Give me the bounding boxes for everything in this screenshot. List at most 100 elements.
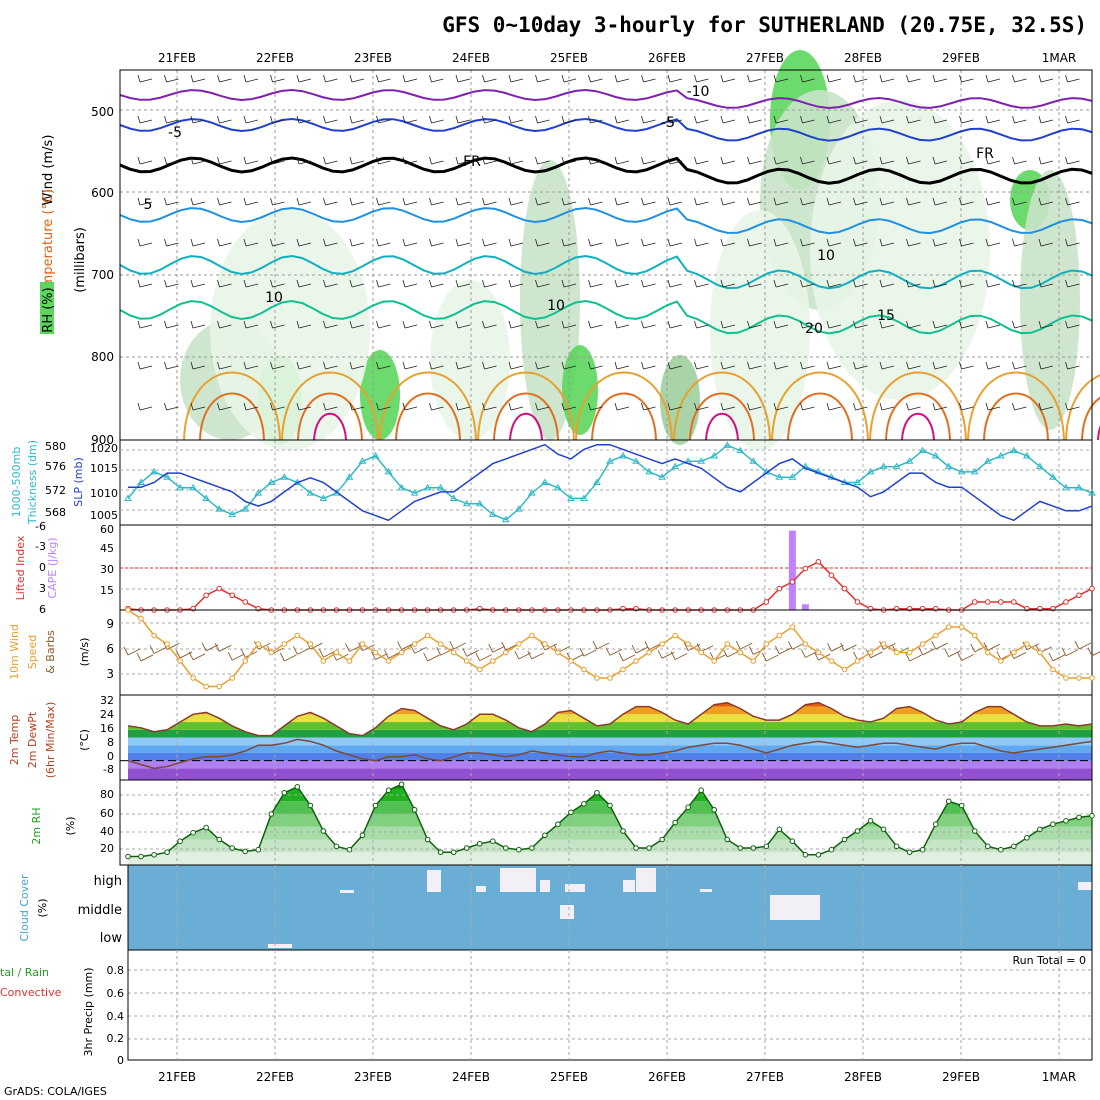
- upper-wind-barb: [1065, 320, 1080, 329]
- surface-wind-barb: [970, 643, 987, 653]
- upper-wind-barb: [614, 74, 630, 83]
- upper-wind-barb: [906, 197, 921, 206]
- thickness-series-point: [319, 494, 328, 501]
- upper-wind-barb: [985, 238, 1001, 247]
- upper-wind-barb: [853, 115, 868, 124]
- chart-title: GFS 0~10day 3-hourly for SUTHERLAND (20.…: [442, 13, 1087, 37]
- thickness-series-point: [241, 505, 250, 512]
- thickness-series-point: [853, 478, 862, 485]
- upper-wind-barb: [429, 361, 444, 370]
- temp-contour-30: [509, 412, 543, 441]
- upper-wind-barb: [164, 156, 179, 165]
- upper-wind-barb: [1038, 279, 1054, 288]
- upper-wind-barb: [747, 74, 762, 83]
- upper-wind-barb: [932, 197, 948, 206]
- upper-wind-barb: [190, 361, 206, 370]
- upper-wind-barb: [137, 74, 153, 83]
- rh-series-point: [1024, 835, 1030, 841]
- temp-contour-25: [395, 392, 461, 441]
- date-label-bottom: 1MAR: [1042, 1070, 1077, 1084]
- upper-wind-barb: [694, 238, 709, 247]
- upper-rh-label: RH (%): [41, 287, 56, 332]
- thickness-series-point: [1036, 462, 1044, 470]
- upper-wind-barb: [614, 361, 630, 370]
- cloud-level-label: low: [100, 931, 123, 946]
- rh-series-point: [255, 846, 262, 853]
- thickness-series-point: [436, 483, 445, 491]
- contour-label: 15: [877, 308, 895, 324]
- surface-wind-barb: [605, 647, 623, 656]
- upper-wind-barb: [932, 74, 948, 83]
- surface-wind-barb: [670, 651, 688, 660]
- upper-wind-barb: [985, 361, 1001, 370]
- upper-wind-barb: [137, 115, 153, 124]
- rh-series-point: [724, 836, 731, 843]
- surface-wind-barb: [449, 640, 466, 650]
- upper-wind-barb: [1012, 402, 1027, 411]
- upper-wind-barb: [508, 74, 524, 83]
- cloud-clear-patch: [700, 889, 712, 892]
- thick-label-a: 1000-500mb: [10, 447, 23, 518]
- thickness-series-point: [397, 483, 406, 491]
- thickness-series-point: [137, 478, 145, 485]
- temp-band: [128, 722, 1092, 730]
- lifted-index-series-point: [802, 565, 809, 572]
- upper-wind-barb: [720, 320, 736, 329]
- wind-speed-series-point: [359, 641, 366, 647]
- upper-wind-barb: [800, 197, 815, 206]
- thickness-series-point: [749, 457, 758, 464]
- lifted-index-series-point: [229, 592, 236, 599]
- wind-speed-series-point: [242, 658, 249, 664]
- thickness-series-point: [358, 457, 367, 464]
- lifted-index-series-point: [203, 592, 209, 599]
- wind-speed-series-point: [815, 649, 822, 656]
- cape-labels: Lifted Index CAPE (J/kg): [14, 535, 59, 600]
- upper-wind-barb: [641, 197, 656, 206]
- upper-wind-barb: [561, 279, 577, 288]
- rh-shade-region: [430, 280, 510, 440]
- wind-tick-label: 3: [106, 667, 114, 681]
- upper-wind-barb: [455, 361, 471, 370]
- temp-tick-label: 16: [100, 722, 114, 735]
- thickness-series-point: [202, 494, 211, 501]
- pressure-tick-label: 900: [91, 433, 114, 447]
- wind-speed-series-point: [294, 632, 301, 639]
- upper-wind-label: Wind (m/s): [41, 135, 56, 206]
- upper-wind-barb: [535, 115, 550, 124]
- upper-wind-barb: [376, 156, 391, 165]
- upper-wind-barb: [588, 74, 603, 83]
- upper-wind-barb: [482, 197, 497, 206]
- rh-series-point: [1089, 812, 1095, 819]
- upper-wind-barb: [1038, 115, 1054, 124]
- upper-wind-barb: [243, 402, 259, 411]
- upper-wind-barb: [720, 361, 736, 370]
- rh-series-point: [958, 802, 965, 809]
- upper-wind-barb: [349, 115, 365, 124]
- temp-label-b: 2m DewPt: [26, 711, 39, 768]
- upper-wind-barb: [482, 74, 497, 83]
- contour-label: 20: [805, 321, 823, 337]
- lifted-tick-label: -3: [35, 540, 46, 553]
- upper-wind-barb: [800, 279, 815, 288]
- contour-label: 10: [265, 290, 283, 306]
- wind-speed-series-point: [216, 683, 222, 690]
- upper-wind-barb: [561, 197, 577, 206]
- upper-wind-barb: [773, 238, 789, 247]
- cloud-clear-patch: [565, 884, 585, 892]
- upper-wind-barb: [323, 115, 338, 124]
- thickness-series-point: [423, 483, 432, 491]
- upper-wind-barb: [1012, 320, 1027, 329]
- upper-wind-barb: [482, 115, 497, 124]
- upper-wind-barb: [694, 402, 709, 411]
- upper-wind-barb: [1012, 115, 1027, 124]
- upper-wind-barb: [535, 156, 550, 165]
- precip-tick-label: 0.2: [107, 1032, 125, 1045]
- upper-wind-barb: [402, 238, 418, 247]
- wind-speed-series-point: [802, 641, 809, 647]
- wind-speed-series-point: [125, 607, 131, 613]
- upper-wind-barb: [349, 320, 365, 329]
- rh-tick-label: 80: [100, 788, 114, 801]
- upper-wind-barb: [561, 115, 577, 124]
- upper-wind-barb: [959, 197, 974, 206]
- upper-wind-barb: [270, 402, 285, 411]
